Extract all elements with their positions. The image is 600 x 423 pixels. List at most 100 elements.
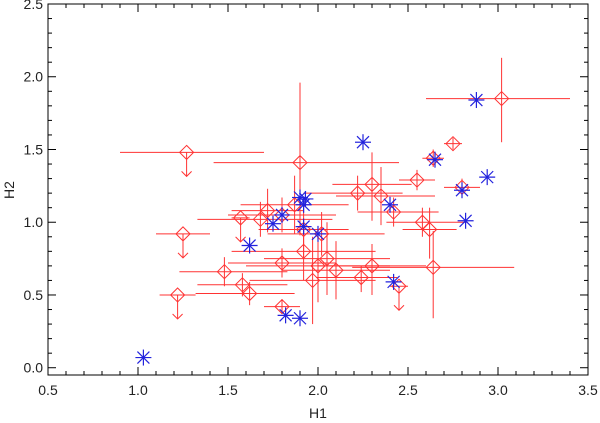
diamond-marker: [274, 298, 290, 315]
diamond-point: [179, 257, 288, 287]
diamond-marker: [353, 269, 369, 286]
diamond-marker: [425, 259, 441, 276]
diamond-point: [402, 207, 457, 259]
upper-limit-arrow: [172, 313, 183, 320]
x-tick-label: 0.5: [38, 382, 58, 398]
x-tick-label: 2.5: [398, 382, 418, 398]
diamond-point: [159, 287, 196, 320]
diamond-marker: [252, 211, 269, 228]
diamond-marker: [310, 258, 326, 274]
diamond-marker: [391, 278, 407, 294]
x-tick-label: 2.0: [308, 382, 328, 398]
diamond-point: [426, 57, 570, 143]
star-point: [241, 237, 258, 254]
star-point: [310, 225, 326, 242]
star-point: [277, 307, 294, 324]
diamond-marker: [493, 90, 510, 107]
y-axis-label: H2: [1, 181, 17, 199]
diamond-marker: [373, 188, 389, 204]
diamond-marker: [216, 263, 233, 280]
star-stroke: [136, 351, 150, 364]
diamond-marker: [445, 135, 461, 152]
y-tick-label: 0.0: [24, 360, 44, 376]
diamond-marker: [274, 255, 290, 271]
diamond-marker: [286, 197, 303, 213]
y-tick-label: 2.0: [24, 69, 44, 85]
star-stroke: [311, 227, 325, 241]
diamond-marker: [234, 277, 251, 293]
diamond-marker: [304, 272, 321, 289]
diamond-point: [352, 230, 515, 319]
diamond-point: [240, 175, 349, 234]
diamond-marker: [364, 176, 380, 193]
star-stroke: [387, 275, 401, 289]
diamond-marker: [328, 262, 344, 278]
diamond-marker: [364, 258, 380, 274]
diamond-marker: [241, 285, 258, 302]
x-tick-label: 1.5: [218, 382, 238, 398]
diamond-point: [213, 82, 399, 236]
x-axis-label: H1: [309, 405, 327, 421]
star-point: [427, 151, 443, 168]
diamond-marker: [421, 221, 438, 238]
diamond-marker: [292, 154, 308, 171]
star-point: [292, 310, 308, 327]
plot-frame: [47, 3, 589, 376]
diamond-point: [390, 278, 408, 311]
diamond-point: [444, 135, 462, 152]
star-stroke: [428, 153, 442, 167]
diamond-point: [399, 169, 435, 191]
diamond-point: [197, 273, 288, 297]
star-stroke: [383, 198, 397, 212]
y-tick-label: 1.0: [24, 214, 44, 230]
diamond-marker: [169, 287, 186, 303]
diamond-point: [228, 248, 336, 278]
x-tick-label: 3.0: [488, 382, 508, 398]
star-stroke: [297, 198, 311, 212]
star-point: [479, 169, 496, 186]
diamond-point: [332, 152, 412, 221]
star-point: [454, 182, 470, 199]
diamond-point: [264, 222, 390, 295]
star-point: [457, 212, 474, 229]
diamond-point: [195, 281, 295, 306]
star-point: [295, 218, 312, 235]
diamond-point: [231, 210, 250, 243]
star-stroke: [459, 214, 473, 228]
star-stroke: [297, 220, 311, 234]
diamond-point: [197, 201, 333, 237]
diamond-point: [249, 236, 376, 325]
y-tick-label: 1.5: [24, 141, 44, 157]
x-tick-label: 1.0: [128, 382, 148, 398]
star-point: [382, 196, 398, 213]
star-point: [385, 273, 402, 290]
diamond-marker: [385, 204, 402, 220]
upper-limit-arrow: [181, 171, 192, 178]
star-stroke: [480, 170, 494, 184]
star-stroke: [243, 239, 257, 252]
upper-limit-arrow: [177, 252, 189, 259]
star-point: [468, 92, 485, 109]
star-stroke: [293, 191, 307, 204]
diamond-marker: [232, 210, 249, 226]
star-point: [355, 134, 371, 151]
diamond-marker: [313, 226, 330, 242]
upper-limit-arrow: [235, 236, 246, 243]
diamond-marker: [409, 172, 425, 188]
diamond-series: [120, 57, 570, 325]
diamond-marker: [175, 226, 191, 242]
star-stroke: [356, 135, 370, 149]
star-point: [135, 349, 152, 366]
diamond-point: [156, 226, 210, 259]
diamond-point: [303, 175, 403, 211]
diamond-point: [336, 166, 435, 226]
star-stroke: [275, 208, 289, 222]
axes: 0.5 1.0 1.5 2.0 2.5 3.0 3.5 0.0 0.5 1.0 1.5 2.0 2.5: [24, 0, 598, 398]
y-tick-label: 2.5: [24, 0, 44, 12]
star-stroke: [469, 93, 483, 107]
star-stroke: [455, 183, 469, 197]
diamond-marker: [178, 144, 195, 161]
diamond-point: [120, 144, 264, 178]
star-point: [274, 206, 290, 223]
